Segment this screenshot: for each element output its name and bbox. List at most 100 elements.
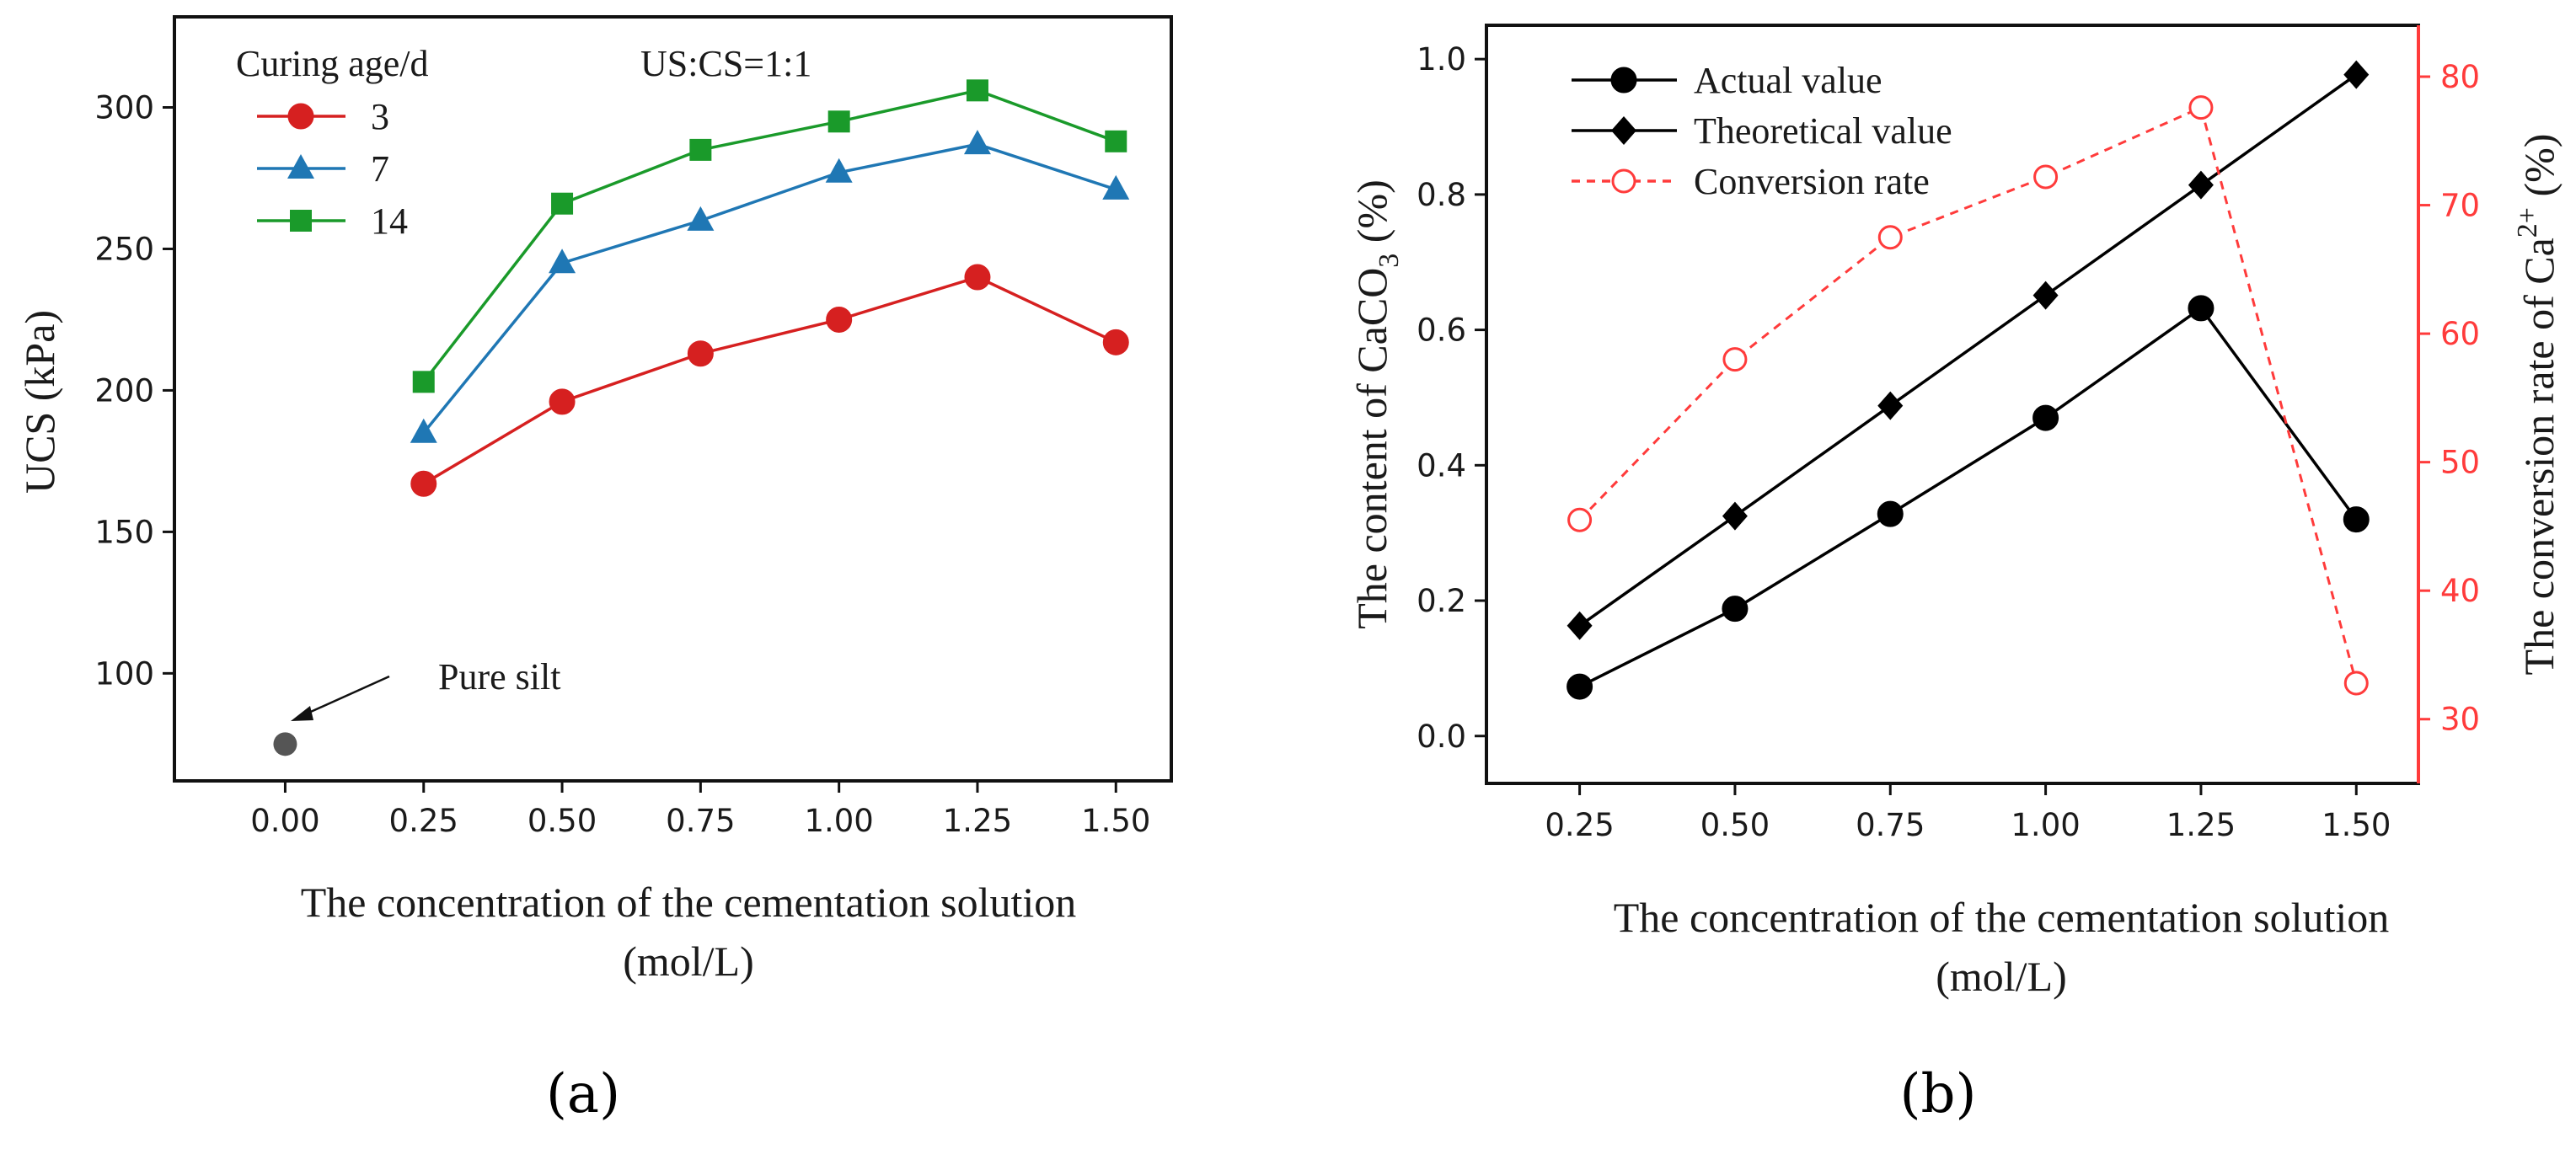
panel-a-point — [410, 470, 437, 497]
panel-a-point — [964, 264, 991, 291]
panel-b-point — [2033, 164, 2059, 190]
panel-b-series-2 — [1567, 95, 2369, 696]
panel-a-x-tick-label: 0.75 — [666, 803, 735, 839]
panel-b-point — [1566, 611, 1593, 640]
panel-a-x-axis: 0.00 0.25 0.50 0.75 1.00 1.25 1.50 — [250, 781, 1150, 839]
panel-a-legend-marker — [290, 210, 312, 232]
panel-a-legend-label: 14 — [371, 200, 408, 242]
panel-b-left-y-axis: 0.0 0.2 0.4 0.6 0.8 1.0 — [1417, 41, 1486, 755]
panel-a-y-axis: 100 150 200 250 300 — [94, 89, 174, 692]
panel-b-point — [1722, 596, 1749, 623]
panel-b-right-tick-label: 60 — [2440, 316, 2480, 352]
panel-b-point — [2343, 506, 2370, 533]
panel-b-left-tick-label: 0.8 — [1417, 177, 1466, 213]
panel-a-point — [551, 192, 574, 215]
panel-a-y-tick-label: 100 — [94, 655, 154, 692]
panel-b-point — [1722, 347, 1748, 372]
panel-a-point — [549, 388, 576, 415]
panel-a-point — [826, 306, 853, 333]
panel-a-line-3 — [422, 275, 1117, 485]
panel-a-point — [412, 371, 435, 393]
panel-b-caption: (b) — [1900, 1063, 1977, 1125]
panel-a-legend: Curing age/d 3 7 14 — [236, 43, 429, 242]
panel-a-series-3 — [410, 264, 1129, 497]
panel-b-x-axis-unit: (mol/L) — [1936, 953, 2067, 1000]
panel-a-y-axis-title: UCS (kPa) — [16, 310, 63, 494]
panel-b-series-0 — [1566, 295, 2370, 700]
panel-b-x-tick-label: 1.25 — [2166, 807, 2236, 843]
panel-a-chart: 100 150 200 250 300 0.00 0.25 0.50 0.75 1.00 1.25… — [16, 15, 1173, 1125]
panel-a-point — [966, 79, 988, 102]
pure-silt-point — [273, 732, 297, 756]
panel-b-line-0 — [1578, 306, 2358, 688]
panel-a-point — [687, 206, 715, 231]
panel-b-legend-label: Actual value — [1694, 60, 1882, 101]
panel-b-line-1 — [1578, 73, 2358, 628]
panel-a-series-14 — [412, 79, 1127, 393]
panel-a-x-tick-label: 0.00 — [250, 803, 319, 839]
panel-a-plot-frame — [173, 15, 1173, 783]
panel-b-right-tick-label: 40 — [2440, 573, 2480, 609]
panel-b-chart: 0.0 0.2 0.4 0.6 0.8 1.0 30 40 50 60 70 80 0.25 0.50… — [1348, 24, 2563, 1125]
panel-a-point — [549, 249, 576, 274]
panel-a-line-14 — [422, 88, 1117, 383]
panel-b-point — [2188, 295, 2215, 322]
panel-a-point — [1102, 174, 1130, 200]
panel-b-point — [2343, 60, 2370, 89]
panel-b-x-tick-label: 1.50 — [2322, 807, 2391, 843]
panel-a-legend-marker — [287, 103, 314, 130]
panel-b-legend: Actual value Theoretical value Conversion … — [1572, 60, 1952, 202]
panel-b-left-tick-label: 0.0 — [1417, 719, 1466, 755]
panel-b-right-y-axis: 30 40 50 60 70 80 — [2418, 59, 2480, 738]
panel-a-series-layer — [273, 79, 1130, 756]
panel-b-point — [1566, 673, 1593, 700]
panel-b-legend-marker — [1611, 116, 1636, 145]
panel-a-x-tick-label: 1.00 — [804, 803, 873, 839]
panel-a-y-tick-label: 300 — [94, 89, 154, 126]
panel-a-x-tick-label: 1.50 — [1081, 803, 1150, 839]
panel-b-series-layer — [1566, 60, 2370, 700]
panel-a-x-axis-unit: (mol/L) — [623, 938, 754, 985]
panel-b-point — [1877, 225, 1903, 250]
panel-a-legend-marker — [287, 154, 314, 179]
panel-a-point — [689, 138, 712, 161]
panel-a-x-tick-label: 0.25 — [389, 803, 458, 839]
panel-b-left-tick-label: 0.4 — [1417, 447, 1466, 484]
pure-silt-arrow — [291, 675, 390, 721]
panel-a-line-7 — [422, 142, 1117, 434]
panel-a-point — [827, 110, 850, 133]
panel-a-x-tick-label: 1.25 — [943, 803, 1012, 839]
panel-b-x-tick-label: 0.25 — [1545, 807, 1614, 843]
panel-a-point — [687, 340, 714, 367]
panel-b-x-tick-label: 0.75 — [1856, 807, 1925, 843]
panel-b-point — [1722, 501, 1748, 531]
panel-b-point — [1567, 507, 1593, 532]
panel-a-x-tick-label: 0.50 — [528, 803, 597, 839]
panel-b-point — [2032, 281, 2059, 310]
panel-a-y-tick-label: 150 — [94, 514, 154, 550]
panel-b-x-axis: 0.25 0.50 0.75 1.00 1.25 1.50 — [1545, 783, 2391, 843]
panel-b-right-tick-label: 50 — [2440, 445, 2480, 481]
panel-a-legend-label: 3 — [371, 96, 389, 137]
panel-a-x-axis-title: The concentration of the cementation sol… — [301, 879, 1077, 926]
panel-b-x-tick-label: 0.50 — [1700, 807, 1770, 843]
panel-b-point — [1877, 391, 1904, 420]
panel-b-point — [1877, 500, 1904, 527]
panel-a-point — [963, 130, 991, 155]
panel-b-point — [2188, 170, 2214, 200]
panel-b-right-tick-label: 70 — [2440, 188, 2480, 224]
panel-a-ratio-annotation: US:CS=1:1 — [640, 43, 811, 84]
panel-b-legend-label: Conversion rate — [1694, 161, 1930, 202]
panel-b-left-axis-title: The content of CaCO3 (%) — [1348, 179, 1405, 629]
panel-a-point — [1102, 329, 1129, 355]
panel-a-pure-silt-label: Pure silt — [438, 656, 560, 697]
panel-b-point — [2343, 671, 2369, 696]
panel-a-caption: (a) — [546, 1063, 620, 1125]
panel-b-point — [2188, 95, 2214, 120]
panel-b-left-tick-label: 0.6 — [1417, 313, 1466, 349]
panel-b-x-tick-label: 1.00 — [2011, 807, 2080, 843]
panel-b-legend-marker — [1610, 67, 1637, 94]
panel-b-point — [2032, 404, 2059, 431]
panel-a-point — [825, 158, 853, 183]
